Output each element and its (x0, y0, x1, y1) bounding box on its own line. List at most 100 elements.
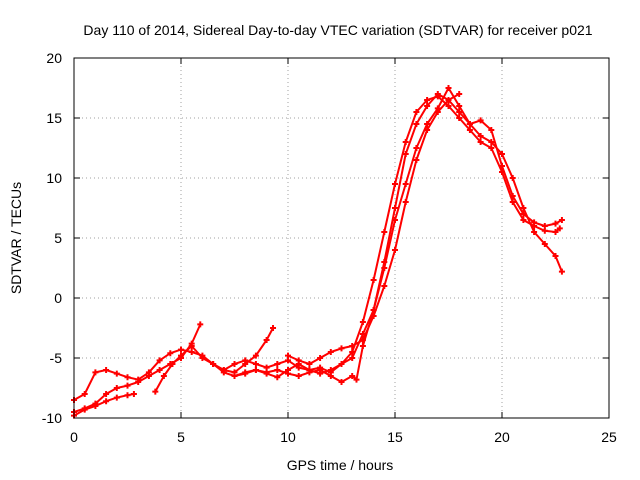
y-tick-label: 5 (54, 230, 62, 246)
x-tick-label: 25 (601, 429, 617, 445)
data-point (434, 91, 441, 97)
data-point (145, 373, 152, 379)
data-point (242, 357, 249, 364)
data-point (252, 352, 259, 359)
data-point (349, 355, 356, 361)
data-point (274, 361, 281, 367)
data-point (113, 394, 120, 401)
data-point (509, 199, 516, 205)
data-point (92, 403, 99, 409)
data-point (130, 391, 137, 397)
data-point (124, 392, 131, 399)
data-point (317, 370, 324, 377)
data-point (270, 325, 277, 331)
data-point (509, 193, 516, 199)
data-point (197, 321, 204, 328)
series-track-6 (231, 85, 565, 381)
series-line (287, 93, 461, 365)
data-point (81, 406, 88, 413)
data-point (252, 361, 259, 367)
data-point (199, 355, 206, 361)
data-point (81, 391, 88, 397)
data-point (392, 217, 398, 223)
y-tick-label: -5 (50, 350, 63, 366)
data-point (402, 181, 409, 187)
data-point (558, 217, 565, 223)
data-point (359, 343, 366, 349)
data-point (231, 373, 238, 379)
data-point (424, 127, 431, 133)
data-point (499, 151, 505, 157)
series-track-3 (71, 391, 137, 419)
data-point (92, 369, 99, 376)
x-axis-label: GPS time / hours (287, 457, 394, 473)
series-track-5 (210, 91, 565, 385)
data-point (359, 319, 366, 325)
data-point (552, 253, 559, 259)
data-point (520, 205, 527, 211)
data-point (477, 139, 484, 145)
data-point (445, 103, 452, 109)
data-point (466, 127, 473, 133)
data-point (531, 229, 538, 235)
data-point (413, 121, 420, 127)
data-point (338, 379, 345, 385)
data-point (169, 361, 176, 367)
data-point (456, 103, 463, 109)
data-point (552, 220, 559, 227)
data-point (210, 361, 217, 367)
data-point (402, 199, 409, 205)
series-track-7 (285, 91, 463, 367)
data-point (424, 121, 431, 127)
data-point (402, 139, 409, 145)
data-point (552, 229, 559, 235)
data-point (424, 103, 431, 109)
data-point (381, 283, 388, 289)
data-point (188, 349, 195, 355)
x-tick-label: 20 (494, 429, 510, 445)
data-point (456, 115, 463, 121)
chart-title: Day 110 of 2014, Sidereal Day-to-day VTE… (83, 22, 592, 38)
data-point (359, 337, 366, 343)
data-point (188, 343, 195, 349)
series-track-2 (71, 321, 204, 415)
y-tick-label: -10 (42, 410, 62, 426)
data-point (103, 391, 110, 397)
data-point (160, 373, 167, 379)
data-point (402, 151, 409, 157)
data-point (477, 133, 484, 139)
data-point (413, 145, 420, 151)
data-point (541, 241, 548, 247)
data-point (349, 373, 356, 379)
data-point (220, 369, 227, 376)
series-line (212, 93, 563, 383)
data-point (370, 277, 377, 283)
data-point (413, 109, 420, 115)
data-point (456, 109, 463, 115)
data-point (124, 382, 131, 389)
data-point (392, 181, 398, 187)
data-point (327, 367, 334, 373)
data-point (231, 361, 238, 367)
data-point (103, 367, 110, 373)
data-point (306, 367, 313, 373)
data-point (488, 127, 495, 133)
data-point (242, 369, 249, 376)
data-point (124, 374, 131, 381)
data-point (558, 268, 565, 275)
x-tick-label: 0 (70, 429, 78, 445)
y-tick-label: 10 (46, 170, 62, 186)
data-point (556, 225, 563, 232)
data-point (349, 343, 356, 349)
data-point (434, 109, 441, 115)
data-point (152, 388, 159, 395)
x-tick-label: 5 (177, 429, 185, 445)
data-point (113, 370, 120, 377)
data-point (499, 163, 505, 169)
data-point (285, 352, 291, 359)
data-point (167, 350, 174, 357)
data-point (445, 85, 452, 91)
data-point (392, 247, 398, 253)
data-point (285, 367, 291, 373)
y-axis-label: SDTVAR / TECUs (8, 182, 24, 294)
